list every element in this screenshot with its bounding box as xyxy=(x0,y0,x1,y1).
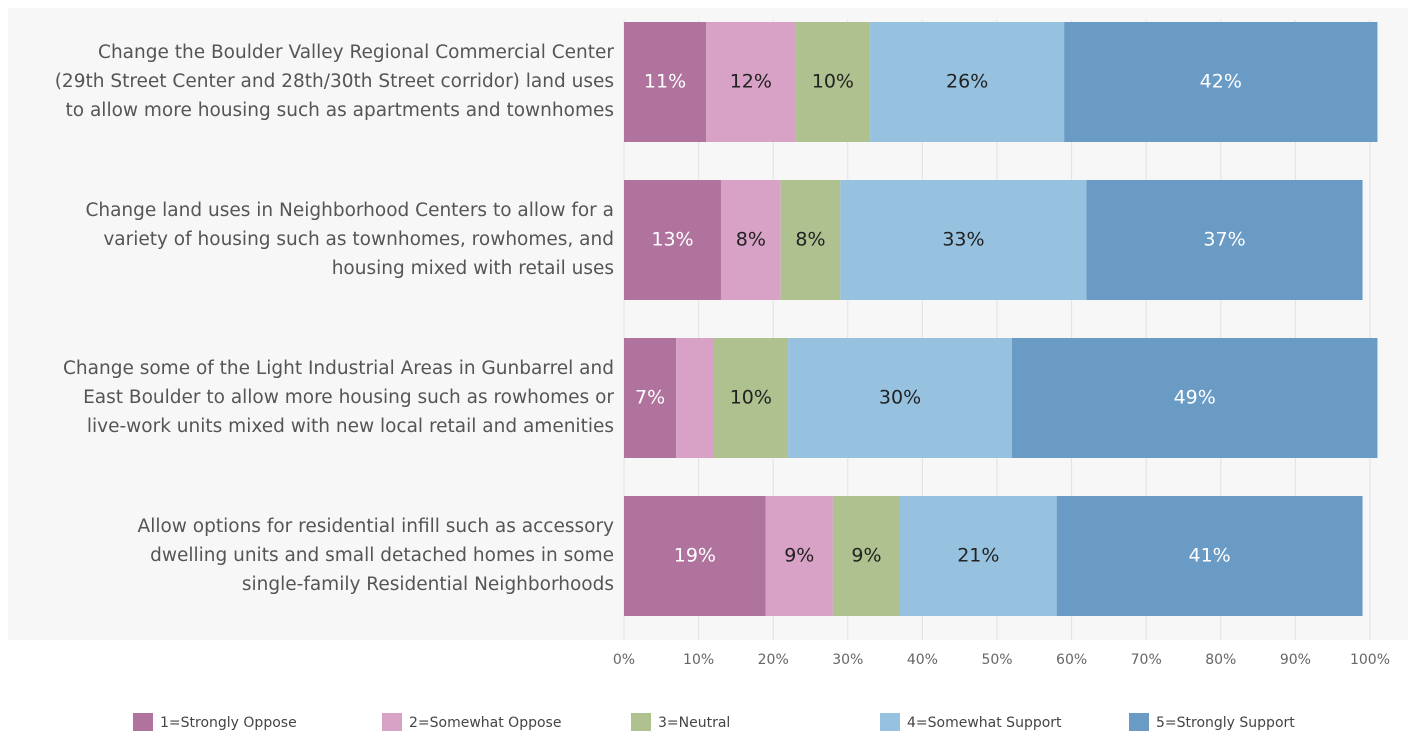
bar-segment xyxy=(788,338,1012,458)
category-label: East Boulder to allow more housing such … xyxy=(83,387,614,408)
value-label: 26% xyxy=(946,71,988,93)
x-tick-label: 40% xyxy=(907,652,938,668)
value-label: 49% xyxy=(1174,387,1216,409)
bar-segment xyxy=(765,496,833,616)
legend-label: 3=Neutral xyxy=(658,715,730,731)
value-label: 9% xyxy=(784,545,814,567)
bar-segment xyxy=(1056,496,1363,616)
bar-segment xyxy=(1064,22,1378,142)
legend-label: 2=Somewhat Oppose xyxy=(409,715,561,731)
category-label: housing mixed with retail uses xyxy=(332,258,614,279)
x-tick-label: 30% xyxy=(832,652,863,668)
x-tick-label: 60% xyxy=(1056,652,1087,668)
category-label: Change the Boulder Valley Regional Comme… xyxy=(98,42,614,63)
x-tick-label: 10% xyxy=(683,652,714,668)
value-label: 33% xyxy=(942,229,984,251)
category-label: (29th Street Center and 28th/30th Street… xyxy=(55,71,614,92)
bar-segment xyxy=(900,496,1057,616)
bar-segment xyxy=(840,180,1087,300)
bar-segment xyxy=(624,22,707,142)
category-label: Change land uses in Neighborhood Centers… xyxy=(85,200,614,221)
bar-segment xyxy=(624,338,677,458)
value-label: 10% xyxy=(812,71,854,93)
category-label: to allow more housing such as apartments… xyxy=(66,100,614,121)
legend-swatch xyxy=(631,713,651,731)
legend-swatch xyxy=(1129,713,1149,731)
value-label: 42% xyxy=(1200,71,1242,93)
bar-segment xyxy=(1011,338,1378,458)
value-label: 21% xyxy=(957,545,999,567)
bar-segment xyxy=(720,180,781,300)
bar-segment xyxy=(780,180,841,300)
legend-label: 1=Strongly Oppose xyxy=(160,715,297,731)
value-label: 9% xyxy=(851,545,881,567)
value-label: 8% xyxy=(736,229,766,251)
value-label: 8% xyxy=(795,229,825,251)
bar-segment xyxy=(713,338,789,458)
bar-segment xyxy=(1086,180,1363,300)
legend-label: 4=Somewhat Support xyxy=(907,715,1062,731)
legend-label: 5=Strongly Support xyxy=(1156,715,1295,731)
value-label: 12% xyxy=(730,71,772,93)
category-label: Allow options for residential infill suc… xyxy=(138,516,614,537)
legend-swatch xyxy=(133,713,153,731)
bar-segment xyxy=(676,338,714,458)
x-tick-label: 80% xyxy=(1205,652,1236,668)
value-label: 7% xyxy=(635,387,665,409)
category-label: dwelling units and small detached homes … xyxy=(150,545,614,566)
bar-segment xyxy=(870,22,1065,142)
category-label: single-family Residential Neighborhoods xyxy=(242,574,614,595)
x-tick-label: 0% xyxy=(613,652,635,668)
value-label: 10% xyxy=(730,387,772,409)
x-tick-label: 20% xyxy=(758,652,789,668)
bar-segment xyxy=(832,496,901,616)
legend-swatch xyxy=(382,713,402,731)
value-label: 30% xyxy=(879,387,921,409)
category-label: variety of housing such as townhomes, ro… xyxy=(103,229,614,250)
x-tick-label: 50% xyxy=(981,652,1012,668)
legend-swatch xyxy=(880,713,900,731)
value-label: 13% xyxy=(651,229,693,251)
x-tick-label: 90% xyxy=(1280,652,1311,668)
value-label: 19% xyxy=(674,545,716,567)
value-label: 11% xyxy=(644,71,686,93)
x-tick-label: 100% xyxy=(1350,652,1390,668)
category-label: Change some of the Light Industrial Area… xyxy=(63,358,614,379)
value-label: 41% xyxy=(1188,545,1230,567)
bar-segment xyxy=(624,180,721,300)
bar-segment xyxy=(624,496,766,616)
bar-segment xyxy=(706,22,796,142)
value-label: 37% xyxy=(1203,229,1245,251)
bar-segment xyxy=(795,22,871,142)
x-tick-label: 70% xyxy=(1131,652,1162,668)
category-label: live-work units mixed with new local ret… xyxy=(87,416,614,437)
